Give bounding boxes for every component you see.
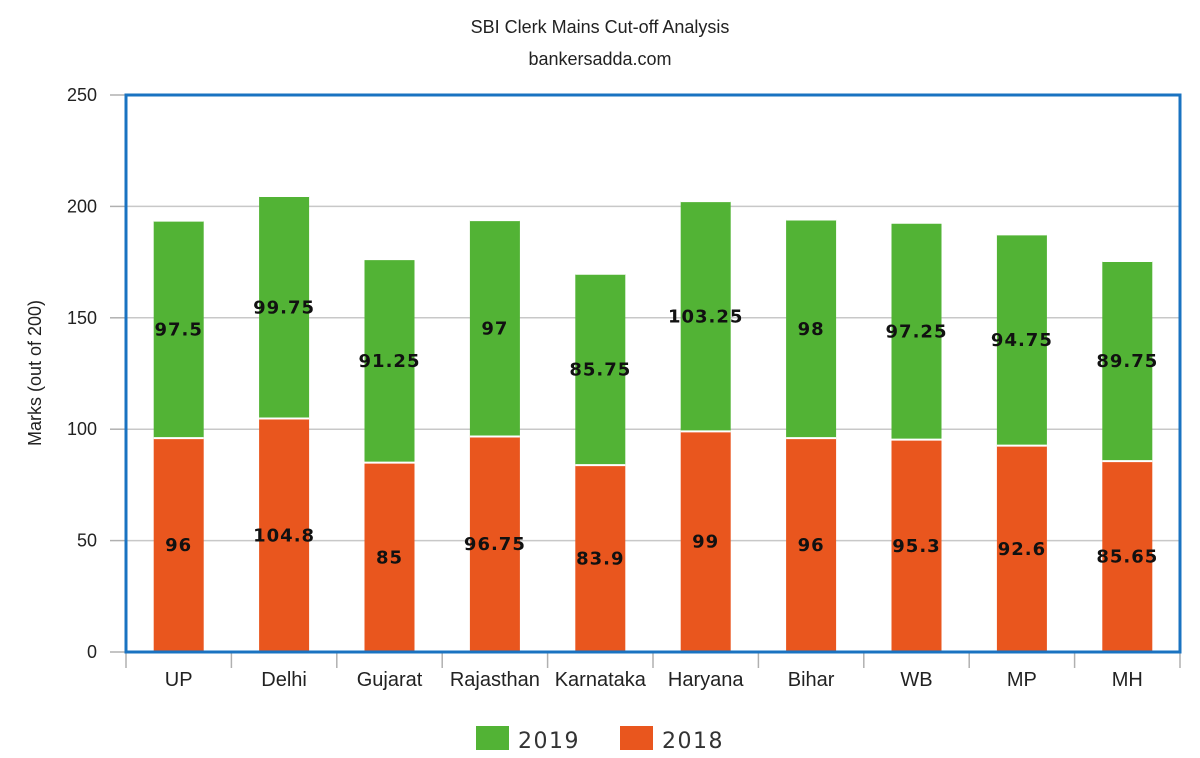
data-label-2018: 96 xyxy=(798,535,825,556)
x-tick-label: MH xyxy=(1112,669,1143,691)
data-label-2018: 96 xyxy=(165,535,192,556)
data-label-2019: 89.75 xyxy=(1096,351,1158,372)
data-label-2019: 94.75 xyxy=(991,330,1053,351)
y-tick-label: 100 xyxy=(67,419,97,439)
data-label-2019: 97 xyxy=(481,318,508,339)
bar-2019-gujarat xyxy=(364,259,415,463)
bar-2018-gujarat xyxy=(364,462,415,652)
data-label-2019: 99.75 xyxy=(253,297,315,318)
data-label-2018: 99 xyxy=(692,532,719,553)
data-label-2019: 85.75 xyxy=(569,360,631,381)
bar-2018-haryana xyxy=(680,431,731,652)
data-label-2019: 91.25 xyxy=(359,351,421,372)
legend: 2019 2018 xyxy=(476,726,724,754)
data-label-2018: 83.9 xyxy=(576,549,624,570)
chart-subtitle: bankersadda.com xyxy=(528,49,671,69)
bar-2018-bihar xyxy=(786,438,837,652)
bar-2019-wb xyxy=(891,222,942,440)
y-tick-label: 150 xyxy=(67,308,97,328)
bar-2019-haryana xyxy=(680,201,731,432)
bars xyxy=(153,195,1153,652)
y-axis-label: Marks (out of 200) xyxy=(25,300,45,446)
chart-title: SBI Clerk Mains Cut-off Analysis xyxy=(471,17,730,37)
bar-2019-rajasthan xyxy=(469,220,520,437)
x-tick-label: Haryana xyxy=(668,669,744,691)
bar-2019-karnataka xyxy=(575,274,626,466)
data-label-2019: 103.25 xyxy=(668,306,743,327)
x-tick-label: WB xyxy=(900,669,932,691)
bar-2019-delhi xyxy=(259,196,310,419)
data-label-2018: 85 xyxy=(376,547,403,568)
bar-2018-delhi xyxy=(259,418,310,652)
bar-2018-mp xyxy=(996,445,1047,652)
y-tick-label: 0 xyxy=(87,642,97,662)
data-labels: 96 97.5 104.8 99.75 85 91.25 96.75 97 83.9 85.75 9… xyxy=(154,297,1158,570)
bar-2018-wb xyxy=(891,439,942,652)
x-tick-label: Delhi xyxy=(261,669,307,691)
bar-2018-mh xyxy=(1102,461,1153,652)
x-tick-label: Karnataka xyxy=(555,669,647,691)
y-tick-label: 250 xyxy=(67,85,97,105)
legend-swatch-2018 xyxy=(620,726,653,750)
legend-swatch-2019 xyxy=(476,726,509,750)
data-label-2019: 97.25 xyxy=(886,321,948,342)
legend-label-2019: 2019 xyxy=(518,729,580,754)
data-label-2018: 95.3 xyxy=(892,536,940,557)
data-label-2018: 92.6 xyxy=(998,539,1046,560)
bar-2018-up xyxy=(153,438,204,652)
x-tick-label: MP xyxy=(1007,669,1037,691)
bar-2018-rajasthan xyxy=(469,436,520,652)
data-label-2018: 85.65 xyxy=(1096,547,1158,568)
x-tick-label: UP xyxy=(165,669,193,691)
bar-2018-karnataka xyxy=(575,465,626,652)
x-tick-label: Gujarat xyxy=(357,669,423,691)
bar-2019-mp xyxy=(996,234,1047,446)
plot-frame xyxy=(124,93,1182,654)
axes: 0 50 100 150 200 250 UP Delhi Gujarat Rajasthan Ka… xyxy=(67,85,1182,691)
bar-2019-mh xyxy=(1102,261,1153,462)
x-tick-label: Bihar xyxy=(788,669,835,691)
data-label-2018: 96.75 xyxy=(464,534,526,555)
data-label-2019: 97.5 xyxy=(154,319,202,340)
data-label-2019: 98 xyxy=(798,319,825,340)
bar-2019-bihar xyxy=(786,219,837,439)
legend-label-2018: 2018 xyxy=(662,729,724,754)
bar-2019-up xyxy=(153,220,204,439)
data-label-2018: 104.8 xyxy=(253,525,315,546)
y-tick-label: 200 xyxy=(67,196,97,216)
y-tick-label: 50 xyxy=(77,531,97,551)
x-tick-label: Rajasthan xyxy=(450,669,540,691)
